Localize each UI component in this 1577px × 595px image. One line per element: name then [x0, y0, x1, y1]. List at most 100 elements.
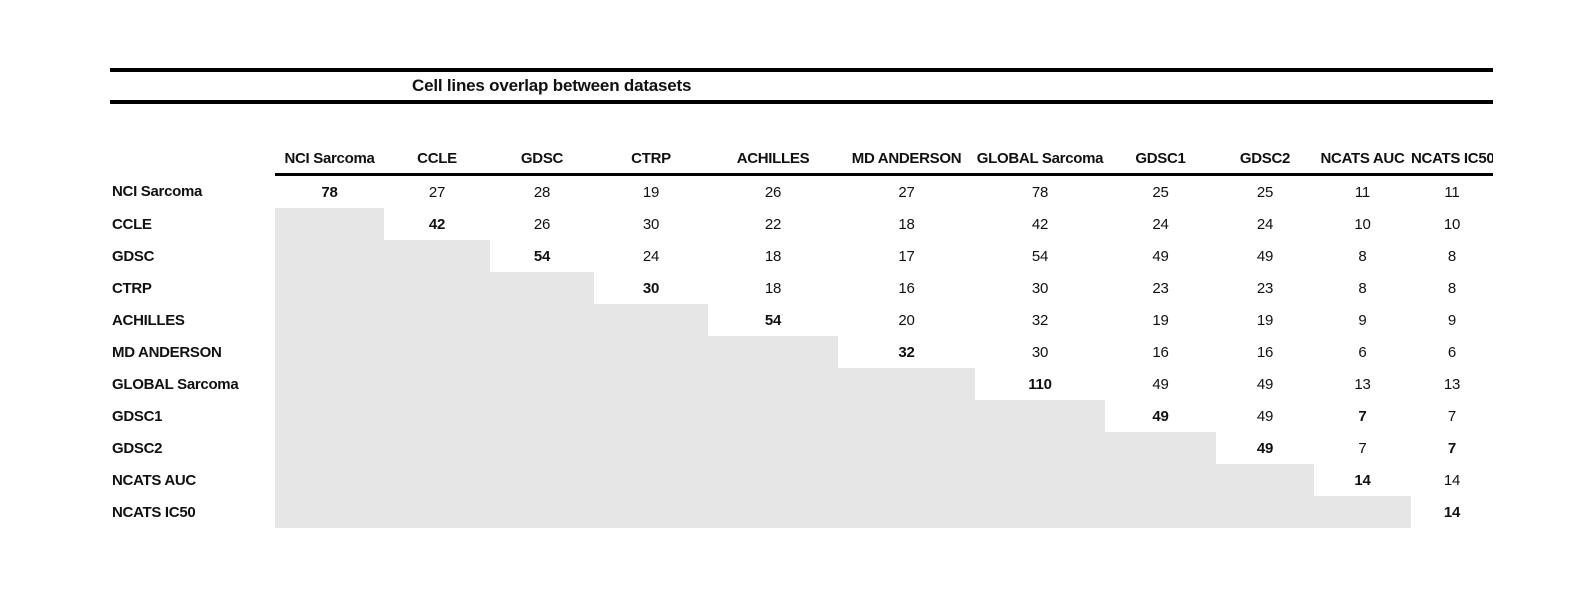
- shaded-cell: [1216, 464, 1314, 496]
- shaded-cell: [708, 464, 838, 496]
- shaded-cell: [275, 240, 384, 272]
- overlap-cell: 16: [1256, 343, 1274, 361]
- shaded-cell: [490, 368, 594, 400]
- overlap-cell: 7: [1447, 439, 1457, 457]
- overlap-cell: 10: [1354, 215, 1371, 233]
- shaded-cell: [975, 464, 1105, 496]
- shaded-cell: [594, 432, 708, 464]
- shaded-cell: [490, 496, 594, 528]
- shaded-cell: [838, 400, 975, 432]
- overlap-cell: 22: [764, 215, 782, 233]
- overlap-cell: 24: [1256, 215, 1274, 233]
- shaded-cell: [708, 336, 838, 368]
- shaded-cell: [490, 336, 594, 368]
- header-row: NCI Sarcoma CCLE GDSC CTRP ACHILLES MD ANDERS…: [110, 134, 1493, 176]
- table-header: NCI Sarcoma CCLE GDSC CTRP ACHILLES MD ANDERS…: [110, 134, 1493, 176]
- overlap-cell: 25: [1256, 183, 1274, 201]
- overlap-cell: 10: [1443, 215, 1461, 233]
- shaded-cell: [490, 304, 594, 336]
- overlap-cell: 7: [1358, 439, 1367, 457]
- shaded-cell: [1314, 496, 1411, 528]
- overlap-cell: 28: [533, 183, 551, 201]
- shaded-cell: [384, 272, 490, 304]
- overlap-cell: 24: [642, 247, 660, 265]
- overlap-cell: 19: [1152, 311, 1169, 329]
- row-header: GLOBAL Sarcoma: [112, 375, 239, 393]
- shaded-cell: [594, 336, 708, 368]
- overlap-cell: 20: [898, 311, 915, 329]
- overlap-cell: 54: [764, 311, 782, 329]
- table-row: CCLE 42 26 30 22 18 42 24 24 10 10: [110, 208, 1493, 240]
- overlap-table-container: Cell lines overlap between datasets NCI …: [110, 68, 1493, 528]
- shaded-cell: [594, 368, 708, 400]
- overlap-cell: 13: [1354, 375, 1371, 393]
- table-row: GDSC1 49 49 7 7: [110, 400, 1493, 432]
- overlap-cell: 11: [1354, 183, 1371, 201]
- overlap-cell: 14: [1443, 503, 1461, 521]
- shaded-cell: [275, 400, 384, 432]
- overlap-cell: 24: [1152, 215, 1169, 233]
- overlap-cell: 6: [1447, 343, 1457, 361]
- overlap-cell: 42: [1031, 215, 1049, 233]
- row-header: CCLE: [112, 215, 152, 233]
- shaded-cell: [594, 496, 708, 528]
- overlap-cell: 8: [1358, 279, 1367, 297]
- overlap-cell: 9: [1358, 311, 1367, 329]
- overlap-cell: 54: [1031, 247, 1049, 265]
- overlap-cell: 27: [898, 183, 915, 201]
- table-row: NCI Sarcoma 78 27 28 19 26 27 78 25 25 11 11: [110, 175, 1493, 209]
- table-title-band: Cell lines overlap between datasets: [110, 68, 1493, 104]
- shaded-cell: [975, 496, 1105, 528]
- shaded-cell: [384, 464, 490, 496]
- table-row: GDSC2 49 7 7: [110, 432, 1493, 464]
- overlap-cell: 18: [764, 247, 782, 265]
- overlap-cell: 7: [1358, 407, 1367, 425]
- shaded-cell: [490, 432, 594, 464]
- shaded-cell: [708, 368, 838, 400]
- column-header: GDSC2: [1216, 134, 1314, 176]
- shaded-cell: [838, 496, 975, 528]
- shaded-cell: [975, 432, 1105, 464]
- overlap-cell: 23: [1152, 279, 1169, 297]
- overlap-cell: 27: [428, 183, 446, 201]
- overlap-cell: 14: [1354, 471, 1371, 489]
- row-header: NCATS IC50: [112, 503, 196, 521]
- overlap-cell: 78: [1031, 183, 1049, 201]
- table-row: MD ANDERSON 32 30 16 16 6 6: [110, 336, 1493, 368]
- overlap-cell: 23: [1256, 279, 1274, 297]
- overlap-cell: 49: [1152, 375, 1169, 393]
- shaded-cell: [1105, 496, 1216, 528]
- overlap-cell: 26: [533, 215, 551, 233]
- column-header: ACHILLES: [708, 134, 838, 176]
- shaded-cell: [975, 400, 1105, 432]
- overlap-cell: 16: [898, 279, 915, 297]
- table-row: NCATS AUC 14 14: [110, 464, 1493, 496]
- overlap-cell: 19: [1256, 311, 1274, 329]
- shaded-cell: [594, 304, 708, 336]
- row-header: GDSC1: [112, 407, 163, 425]
- row-header: MD ANDERSON: [112, 343, 222, 361]
- overlap-cell: 49: [1256, 375, 1274, 393]
- shaded-cell: [384, 432, 490, 464]
- shaded-cell: [384, 368, 490, 400]
- column-header: GDSC1: [1105, 134, 1216, 176]
- overlap-cell: 32: [898, 343, 915, 361]
- row-header: CTRP: [112, 279, 152, 297]
- shaded-cell: [275, 432, 384, 464]
- shaded-cell: [384, 336, 490, 368]
- shaded-cell: [275, 368, 384, 400]
- overlap-cell: 30: [1031, 279, 1049, 297]
- overlap-cell: 9: [1447, 311, 1457, 329]
- column-header: MD ANDERSON: [838, 134, 975, 176]
- shaded-cell: [490, 272, 594, 304]
- row-header: GDSC: [112, 247, 155, 265]
- overlap-cell: 11: [1444, 183, 1460, 201]
- overlap-matrix-table: NCI Sarcoma CCLE GDSC CTRP ACHILLES MD ANDERS…: [110, 134, 1493, 528]
- shaded-cell: [708, 496, 838, 528]
- overlap-cell: 26: [764, 183, 782, 201]
- column-header: NCATS AUC: [1314, 134, 1411, 176]
- shaded-cell: [384, 496, 490, 528]
- shaded-cell: [838, 464, 975, 496]
- table-row: GDSC 54 24 18 17 54 49 49 8 8: [110, 240, 1493, 272]
